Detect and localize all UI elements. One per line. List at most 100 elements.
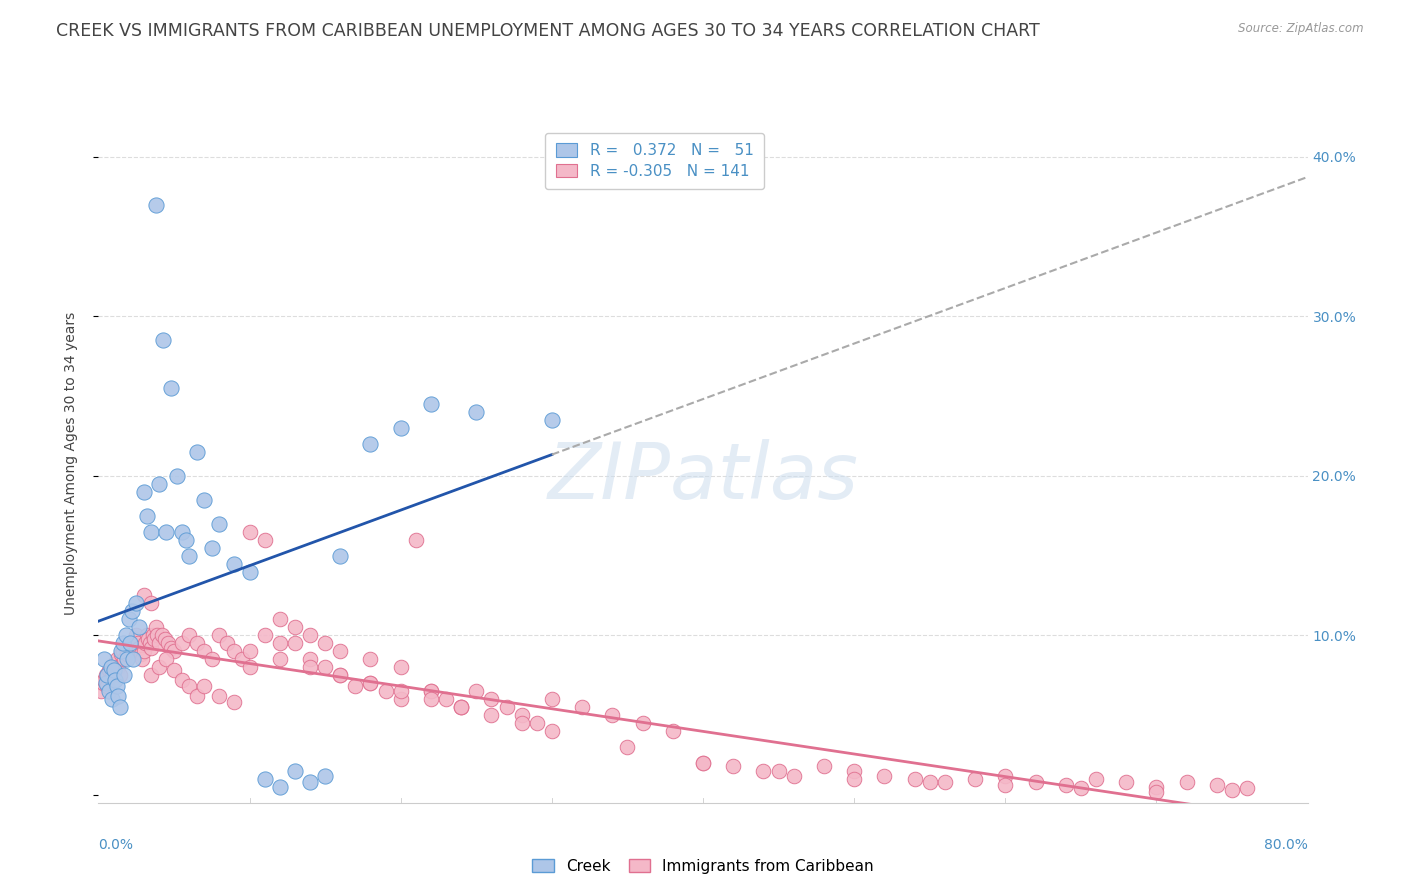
- Point: [420, 684, 443, 698]
- Point: [114, 628, 136, 642]
- Point: [389, 421, 412, 435]
- Point: [193, 679, 215, 693]
- Point: [783, 769, 806, 783]
- Point: [1175, 775, 1198, 789]
- Point: [662, 724, 685, 739]
- Point: [239, 565, 262, 579]
- Point: [571, 700, 593, 714]
- Point: [994, 769, 1017, 783]
- Point: [142, 628, 165, 642]
- Point: [360, 652, 382, 666]
- Point: [141, 641, 163, 656]
- Point: [148, 636, 170, 650]
- Point: [108, 668, 131, 682]
- Point: [100, 660, 122, 674]
- Point: [153, 632, 176, 646]
- Point: [389, 692, 412, 706]
- Point: [193, 644, 215, 658]
- Point: [602, 708, 624, 723]
- Point: [269, 612, 291, 626]
- Point: [170, 673, 193, 687]
- Point: [540, 413, 562, 427]
- Point: [224, 644, 246, 658]
- Point: [152, 333, 174, 347]
- Point: [253, 533, 276, 547]
- Text: 80.0%: 80.0%: [1264, 838, 1308, 852]
- Point: [120, 644, 142, 658]
- Point: [239, 660, 262, 674]
- Point: [107, 689, 129, 703]
- Point: [170, 636, 193, 650]
- Point: [314, 769, 336, 783]
- Point: [132, 589, 155, 603]
- Point: [128, 620, 150, 634]
- Point: [115, 648, 138, 662]
- Point: [148, 660, 170, 674]
- Text: CREEK VS IMMIGRANTS FROM CARIBBEAN UNEMPLOYMENT AMONG AGES 30 TO 34 YEARS CORREL: CREEK VS IMMIGRANTS FROM CARIBBEAN UNEMP…: [56, 22, 1040, 40]
- Point: [420, 684, 443, 698]
- Point: [170, 524, 193, 539]
- Legend: R =   0.372   N =   51, R = -0.305   N = 141: R = 0.372 N = 51, R = -0.305 N = 141: [546, 133, 763, 189]
- Point: [166, 468, 188, 483]
- Point: [299, 628, 322, 642]
- Point: [495, 700, 517, 714]
- Point: [134, 636, 156, 650]
- Point: [110, 648, 132, 662]
- Point: [90, 684, 112, 698]
- Point: [450, 700, 472, 714]
- Point: [540, 724, 562, 739]
- Point: [107, 660, 129, 674]
- Point: [420, 692, 443, 706]
- Point: [104, 673, 127, 687]
- Point: [139, 636, 162, 650]
- Point: [122, 636, 145, 650]
- Point: [224, 557, 246, 571]
- Point: [128, 641, 150, 656]
- Point: [692, 756, 714, 770]
- Point: [122, 652, 145, 666]
- Point: [110, 644, 132, 658]
- Point: [118, 636, 141, 650]
- Point: [100, 660, 122, 674]
- Point: [163, 644, 186, 658]
- Point: [93, 673, 115, 687]
- Point: [141, 596, 163, 610]
- Point: [125, 596, 148, 610]
- Point: [118, 612, 141, 626]
- Point: [208, 516, 231, 531]
- Point: [329, 668, 352, 682]
- Point: [179, 679, 201, 693]
- Point: [389, 660, 412, 674]
- Point: [465, 684, 488, 698]
- Point: [269, 636, 291, 650]
- Point: [904, 772, 927, 786]
- Point: [844, 764, 866, 778]
- Point: [125, 628, 148, 642]
- Point: [129, 648, 152, 662]
- Point: [526, 716, 548, 731]
- Point: [155, 524, 177, 539]
- Point: [450, 700, 472, 714]
- Point: [215, 636, 238, 650]
- Point: [450, 700, 472, 714]
- Point: [127, 636, 149, 650]
- Point: [360, 676, 382, 690]
- Point: [111, 644, 134, 658]
- Point: [692, 756, 714, 770]
- Point: [405, 533, 427, 547]
- Point: [918, 775, 941, 789]
- Point: [112, 668, 135, 682]
- Point: [284, 620, 307, 634]
- Point: [269, 780, 291, 794]
- Point: [540, 692, 562, 706]
- Point: [160, 381, 183, 395]
- Point: [616, 739, 638, 754]
- Point: [103, 664, 125, 678]
- Text: Source: ZipAtlas.com: Source: ZipAtlas.com: [1239, 22, 1364, 36]
- Point: [965, 772, 987, 786]
- Point: [1144, 784, 1167, 798]
- Point: [1144, 780, 1167, 794]
- Point: [101, 692, 124, 706]
- Point: [143, 632, 166, 646]
- Point: [389, 684, 412, 698]
